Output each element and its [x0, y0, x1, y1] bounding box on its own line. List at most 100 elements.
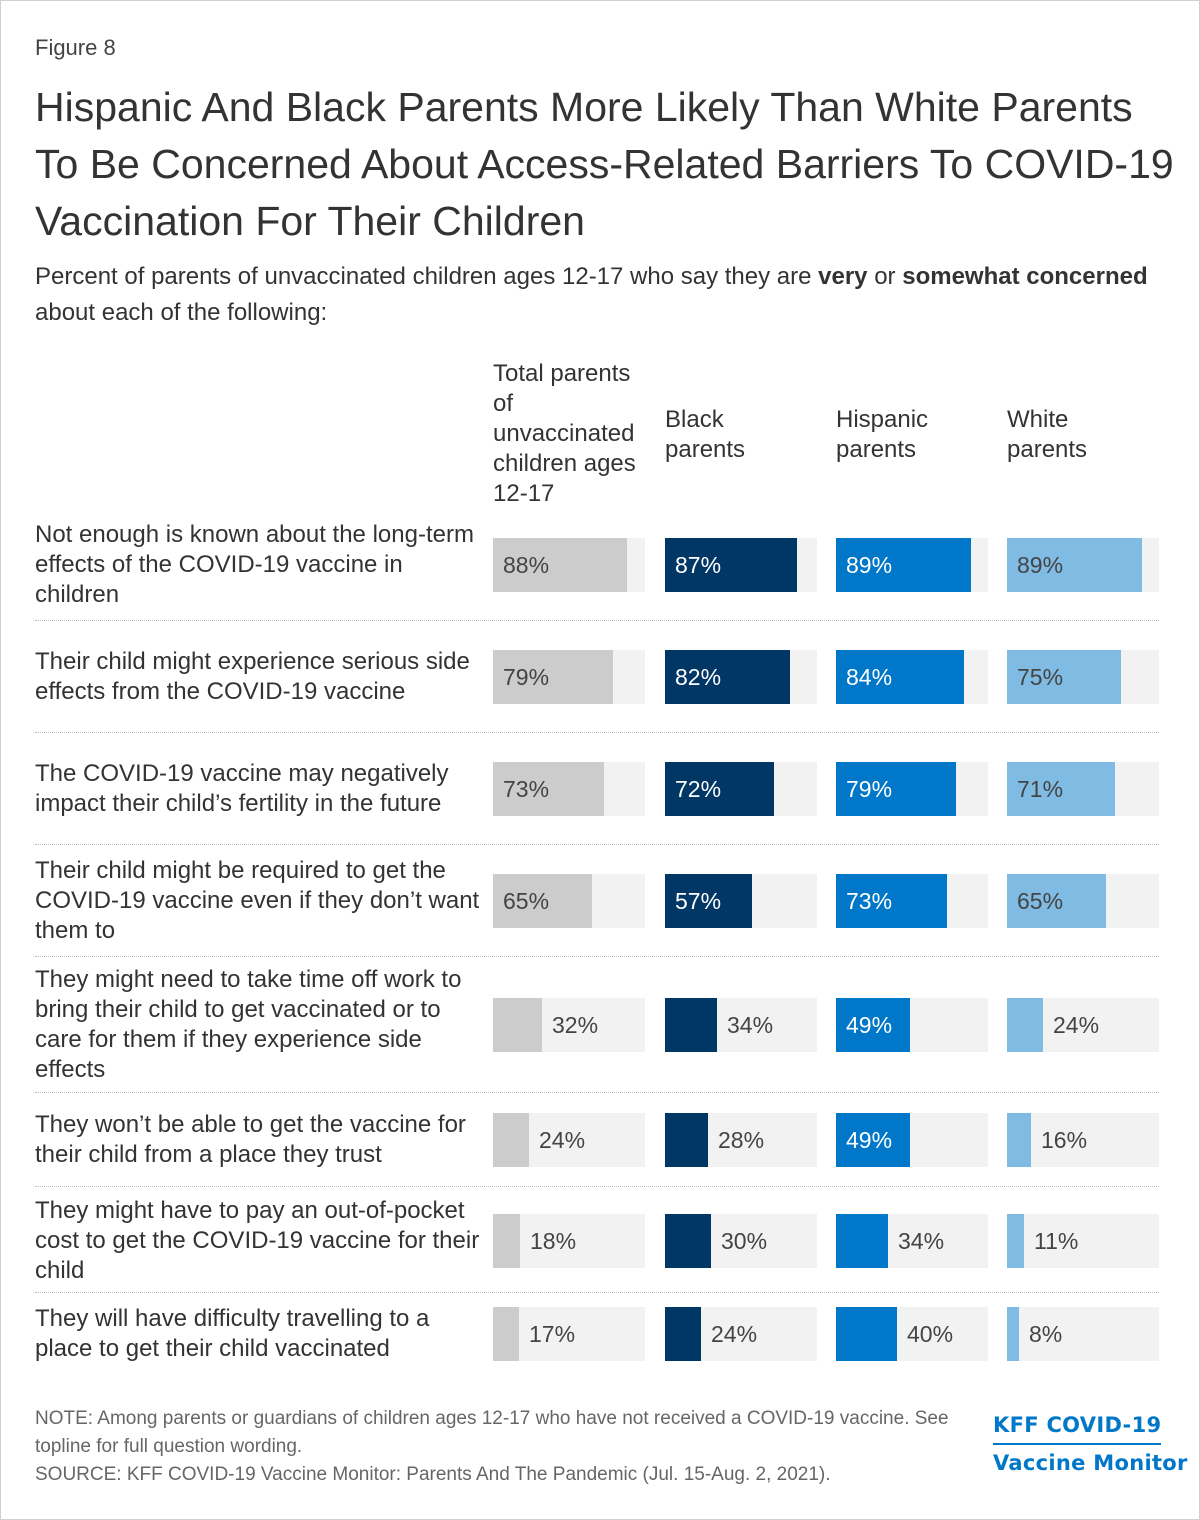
data-label: 16% — [1041, 1127, 1088, 1153]
data-label: 24% — [1053, 1012, 1100, 1038]
bar-track: 71% — [1007, 762, 1159, 816]
bar — [836, 1214, 888, 1268]
column-header-0: Total parents of unvaccinated children a… — [493, 360, 636, 507]
data-label: 11% — [1034, 1228, 1079, 1254]
bar-track: 89% — [836, 538, 988, 592]
bar-track: 65% — [493, 874, 645, 928]
bar — [493, 1307, 519, 1361]
figure-label: Figure 8 — [35, 35, 116, 60]
row-divider — [35, 732, 1159, 733]
bar-track: 16% — [1007, 1113, 1159, 1167]
data-label: 24% — [539, 1127, 586, 1153]
bar-track: 57% — [665, 874, 817, 928]
bar — [1007, 1214, 1024, 1268]
column-header-2: Hispanic parents — [836, 406, 929, 463]
bar-track: 49% — [836, 1113, 988, 1167]
logo-line-2: Vaccine Monitor — [993, 1451, 1188, 1475]
bar-track: 32% — [493, 998, 645, 1052]
bar — [836, 1113, 910, 1167]
bar-track: 30% — [665, 1214, 817, 1268]
data-label: 65% — [503, 888, 550, 914]
data-label: 75% — [1017, 664, 1064, 690]
bar-track: 34% — [836, 1214, 988, 1268]
data-label: 65% — [1017, 888, 1064, 914]
chart-subtitle: Percent of parents of unvaccinated child… — [35, 259, 1155, 331]
data-label: 18% — [530, 1228, 577, 1254]
bar-track: 8% — [1007, 1307, 1159, 1361]
data-label: 57% — [675, 888, 722, 914]
chart-title: Hispanic And Black Parents More Likely T… — [35, 84, 1174, 244]
row-divider — [35, 1092, 1159, 1093]
bar — [836, 650, 964, 704]
data-label: 73% — [503, 776, 550, 802]
row-label-5: They won’t be able to get the vaccine fo… — [35, 1111, 466, 1168]
bar — [1007, 538, 1142, 592]
data-label: 87% — [675, 552, 722, 578]
row-divider — [35, 1292, 1159, 1293]
row-label-6: They might have to pay an out-of-pocket … — [35, 1197, 480, 1284]
bar — [1007, 874, 1106, 928]
data-label: 79% — [503, 664, 550, 690]
bar-track: 87% — [665, 538, 817, 592]
data-label: 84% — [846, 664, 893, 690]
data-label: 49% — [846, 1012, 893, 1038]
data-label: 8% — [1029, 1321, 1063, 1347]
bar — [665, 762, 774, 816]
bar-track: 65% — [1007, 874, 1159, 928]
bar-track: 82% — [665, 650, 817, 704]
data-label: 82% — [675, 664, 722, 690]
row-label-4: They might need to take time off work to… — [35, 966, 462, 1083]
chart-notes: NOTE: Among parents or guardians of chil… — [35, 1405, 975, 1489]
data-label: 71% — [1017, 776, 1064, 802]
bar-track: 24% — [493, 1113, 645, 1167]
row-divider — [35, 620, 1159, 621]
bar — [1007, 650, 1121, 704]
subtitle-text-1: Percent of parents of unvaccinated child… — [35, 263, 819, 290]
bar — [1007, 1307, 1019, 1361]
row-label-2: The COVID-19 vaccine may negatively impa… — [35, 760, 449, 817]
bar — [665, 1307, 701, 1361]
subtitle-bold-somewhat-concerned: somewhat concerned — [902, 263, 1148, 290]
bar — [1007, 1113, 1031, 1167]
bar — [665, 998, 717, 1052]
bar — [665, 874, 752, 928]
bar-track: 34% — [665, 998, 817, 1052]
row-divider — [35, 844, 1159, 845]
bar-track: 88% — [493, 538, 645, 592]
data-label: 79% — [846, 776, 893, 802]
bar — [836, 1307, 897, 1361]
bar-track: 11% — [1007, 1214, 1159, 1268]
row-label-1: Their child might experience serious sid… — [35, 648, 470, 705]
bar — [836, 998, 910, 1052]
data-label: 88% — [503, 552, 550, 578]
data-label: 89% — [846, 552, 893, 578]
bar — [665, 1214, 711, 1268]
bar — [493, 874, 592, 928]
subtitle-text-3: about each of the following: — [35, 299, 328, 326]
note-text: NOTE: Among parents or guardians of chil… — [35, 1408, 949, 1457]
bar — [493, 538, 627, 592]
bar-track: 75% — [1007, 650, 1159, 704]
bar-track: 72% — [665, 762, 817, 816]
data-label: 24% — [711, 1321, 758, 1347]
data-label: 28% — [718, 1127, 765, 1153]
bar — [665, 1113, 708, 1167]
bar — [836, 538, 971, 592]
data-label: 49% — [846, 1127, 893, 1153]
bar-track: 73% — [493, 762, 645, 816]
data-label: 72% — [675, 776, 722, 802]
source-text: SOURCE: KFF COVID-19 Vaccine Monitor: Pa… — [35, 1464, 831, 1485]
row-label-3: Their child might be required to get the… — [35, 857, 480, 944]
bar-track: 49% — [836, 998, 988, 1052]
bar — [493, 998, 542, 1052]
bar — [1007, 998, 1043, 1052]
column-header-1: Black parents — [665, 406, 746, 463]
bar-track: 17% — [493, 1307, 645, 1361]
data-label: 17% — [529, 1321, 576, 1347]
data-label: 30% — [721, 1228, 768, 1254]
column-header-3: White parents — [1007, 406, 1088, 463]
bar — [1007, 762, 1115, 816]
bar-track: 84% — [836, 650, 988, 704]
bar-track: 24% — [1007, 998, 1159, 1052]
